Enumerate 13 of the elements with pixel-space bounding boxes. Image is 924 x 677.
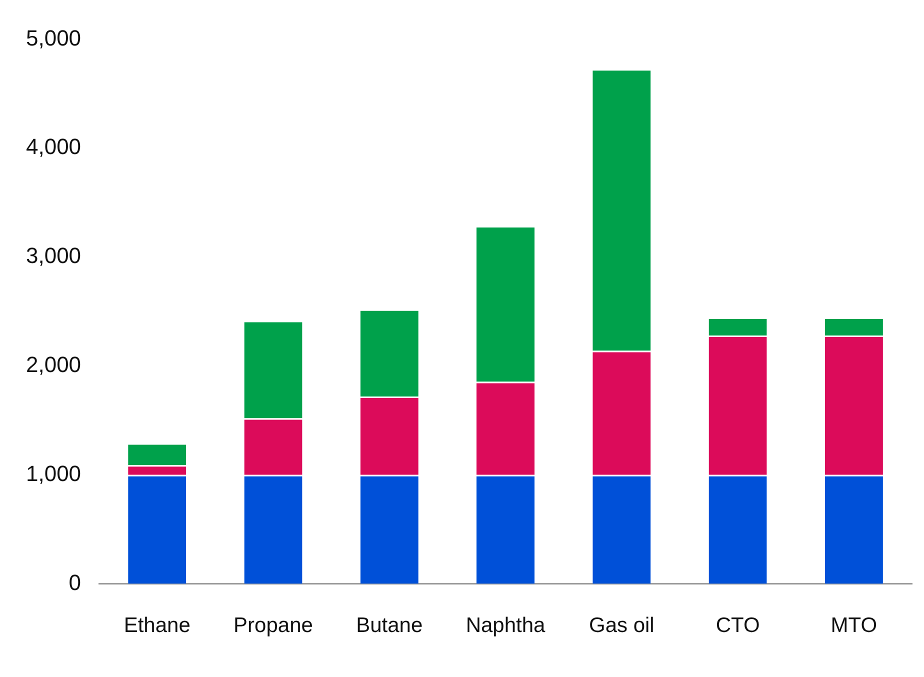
- y-tick-label: 2,000: [26, 352, 82, 378]
- y-tick-label: 0: [68, 570, 82, 595]
- x-tick-label: Gas oil: [588, 614, 654, 638]
- x-tick-label: Butane: [356, 614, 423, 638]
- x-tick-label: Ethane: [124, 614, 190, 638]
- x-tick-label: CTO: [716, 614, 760, 638]
- x-tick-label: MTO: [830, 614, 878, 638]
- y-tick-label: 3,000: [26, 243, 82, 268]
- y-tick-label: 4,000: [26, 134, 82, 160]
- x-tick-label: Naphtha: [466, 614, 546, 638]
- y-tick-label: 5,000: [26, 25, 82, 50]
- y-tick-label: 1,000: [26, 460, 82, 486]
- x-tick-label: Propane: [234, 614, 313, 638]
